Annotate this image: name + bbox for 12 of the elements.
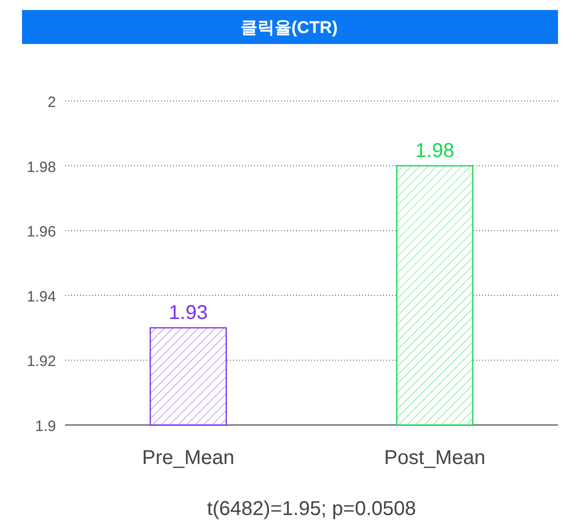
x-tick-label: Post_Mean xyxy=(384,447,486,469)
y-tick-label: 1.94 xyxy=(26,288,56,306)
x-tick-label: Pre_Mean xyxy=(142,447,234,469)
y-tick-label: 1.9 xyxy=(35,418,56,435)
data-label: 1.93 xyxy=(168,302,208,324)
y-tick-label: 1.98 xyxy=(26,158,56,176)
data-label: 1.98 xyxy=(415,140,454,162)
y-tick-label: 1.92 xyxy=(26,353,56,370)
y-tick-label: 2 xyxy=(48,94,56,111)
y-tick-label: 1.96 xyxy=(26,224,56,241)
chart-title: 클릭율(CTR) xyxy=(240,18,338,37)
text: t(6482)=1.95; p=0.0508 xyxy=(206,498,416,520)
